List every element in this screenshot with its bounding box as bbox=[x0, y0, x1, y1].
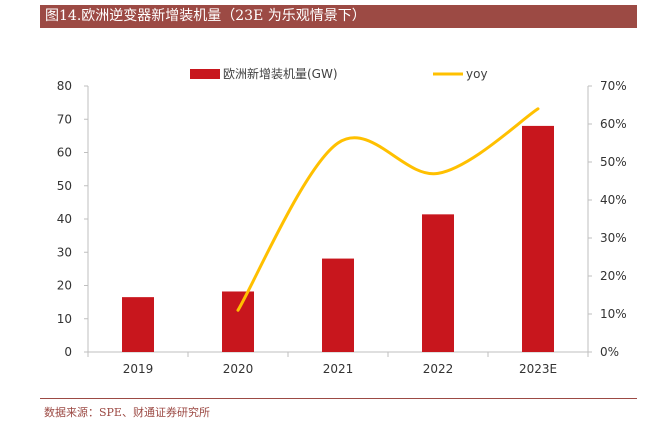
source-note: 数据来源：SPE、财通证券研究所 bbox=[44, 406, 210, 419]
bar-2019 bbox=[122, 297, 154, 352]
left-tick-label: 30 bbox=[57, 245, 72, 259]
right-tick-label: 40% bbox=[600, 193, 627, 207]
x-tick-label: 2021 bbox=[323, 362, 354, 376]
left-tick-label: 80 bbox=[57, 79, 72, 93]
left-tick-label: 0 bbox=[64, 345, 72, 359]
left-tick-label: 40 bbox=[57, 212, 72, 226]
left-tick-label: 50 bbox=[57, 179, 72, 193]
yoy-line bbox=[236, 107, 540, 312]
bar-2023E bbox=[522, 125, 554, 353]
legend-swatch-bars bbox=[190, 69, 220, 79]
x-tick-label: 2020 bbox=[223, 362, 254, 376]
right-tick-label: 70% bbox=[600, 79, 627, 93]
right-tick-label: 10% bbox=[600, 307, 627, 321]
right-tick-label: 20% bbox=[600, 269, 627, 283]
bar-2020 bbox=[222, 291, 254, 352]
bar-2021 bbox=[322, 258, 354, 352]
x-tick-label: 2022 bbox=[423, 362, 454, 376]
left-tick-label: 10 bbox=[57, 312, 72, 326]
chart-title: 图14.欧洲逆变器新增装机量（23E 为乐观情景下） bbox=[45, 8, 366, 24]
left-tick-label: 60 bbox=[57, 146, 72, 160]
legend-label-bars: 欧洲新增装机量(GW) bbox=[223, 66, 338, 81]
chart-title-bar: 图14.欧洲逆变器新增装机量（23E 为乐观情景下） bbox=[40, 5, 637, 28]
right-tick-label: 60% bbox=[600, 117, 627, 131]
bar-2022 bbox=[422, 214, 454, 352]
right-tick-label: 30% bbox=[600, 231, 627, 245]
source-divider bbox=[40, 398, 637, 399]
x-tick-label: 2023E bbox=[519, 362, 557, 376]
x-tick-label: 2019 bbox=[123, 362, 154, 376]
right-tick-label: 0% bbox=[600, 345, 619, 359]
left-tick-label: 20 bbox=[57, 279, 72, 293]
left-tick-label: 70 bbox=[57, 112, 72, 126]
right-tick-label: 50% bbox=[600, 155, 627, 169]
legend-label-yoy: yoy bbox=[466, 67, 488, 81]
